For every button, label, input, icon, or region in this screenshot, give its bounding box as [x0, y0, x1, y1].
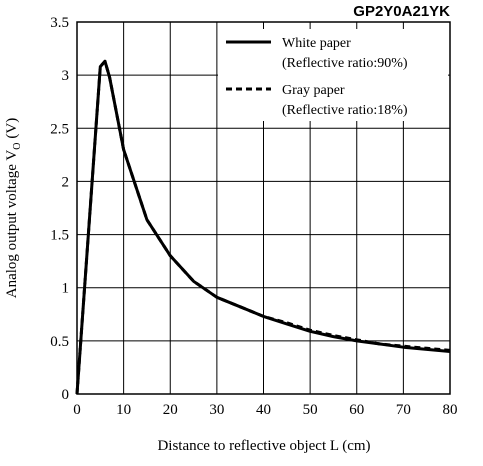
x-tick-label: 10: [116, 402, 131, 418]
y-axis-label-subscript: O: [12, 143, 23, 150]
chart-title: GP2Y0A21YK: [353, 3, 450, 20]
legend-sublabel-gray: (Reflective ratio:18%): [282, 103, 408, 118]
legend-label-gray: Gray paper: [282, 83, 345, 98]
x-tick-label: 60: [349, 402, 364, 418]
y-tick-label: 0.5: [50, 334, 69, 350]
legend-sublabel-white: (Reflective ratio:90%): [282, 56, 408, 71]
x-tick-label: 70: [396, 402, 411, 418]
y-axis-label-unit: (V): [4, 118, 20, 139]
y-axis-label-main: Analog output voltage V: [4, 150, 20, 299]
x-tick-label: 0: [73, 402, 81, 418]
legend: White paper (Reflective ratio:90%) Gray …: [218, 29, 448, 121]
y-axis-label: Analog output voltage VO (V): [4, 118, 23, 299]
x-tick-label: 40: [256, 402, 271, 418]
legend-box: [218, 29, 448, 121]
y-tick-label: 3.5: [50, 15, 69, 31]
axes: [76, 21, 451, 395]
series-lines: [75, 59, 451, 395]
y-tick-label: 3: [62, 68, 70, 84]
legend-label-white: White paper: [282, 36, 351, 51]
y-tick-label: 2: [62, 174, 70, 190]
x-tick-label: 50: [303, 402, 318, 418]
y-tick-label: 1.5: [50, 228, 69, 244]
tick-labels: 0 10 20 30 40 50 60 70 80 0 0.5 1 1.5 2 2.5 3 3.5: [50, 15, 457, 418]
plot-frame: [76, 21, 451, 395]
series-line-gray-paper: [75, 59, 451, 395]
x-tick-label: 20: [163, 402, 178, 418]
y-tick-label: 0: [62, 387, 70, 403]
x-axis-label: Distance to reflective object L (cm): [157, 438, 370, 454]
y-tick-label: 2.5: [50, 121, 69, 137]
x-tick-label: 80: [443, 402, 458, 418]
x-tick-label: 30: [209, 402, 224, 418]
y-tick-label: 1: [62, 281, 70, 297]
